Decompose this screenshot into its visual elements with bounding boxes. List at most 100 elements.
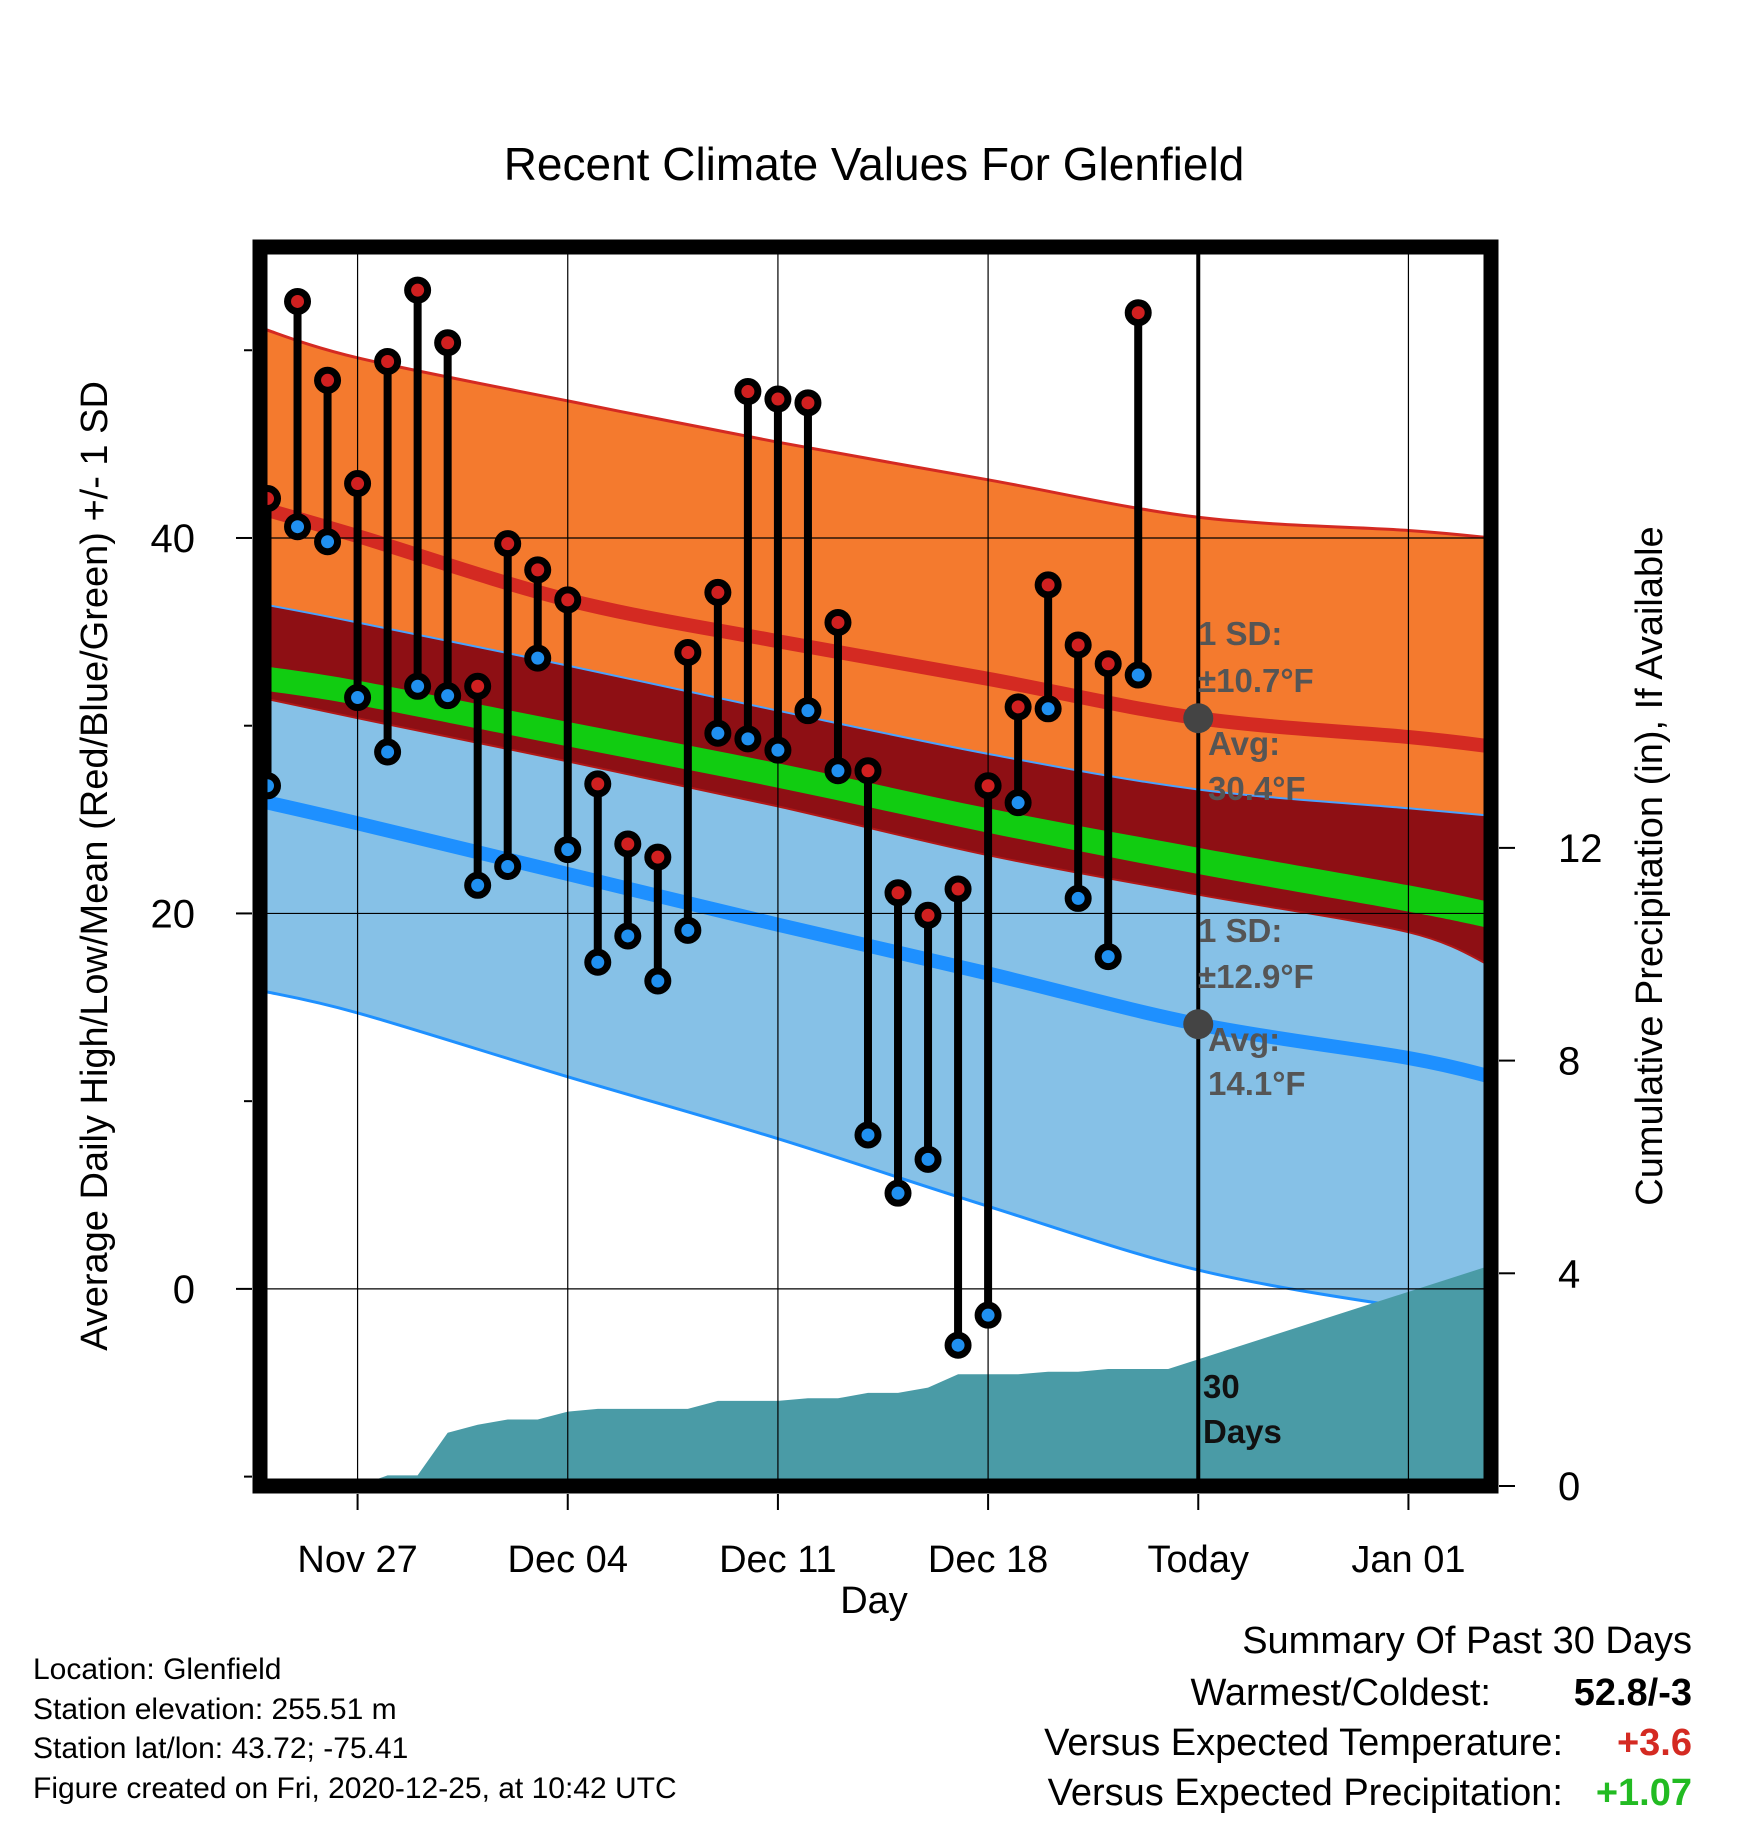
low-point <box>914 1145 942 1173</box>
low-point <box>1004 789 1032 817</box>
low-point <box>884 1179 912 1207</box>
low-point <box>764 736 792 764</box>
high-avg-value: 30.4°F <box>1208 770 1306 807</box>
low-point <box>374 738 402 766</box>
high-point <box>284 287 312 315</box>
high-point <box>1034 571 1062 599</box>
x-tick-label: Dec 18 <box>928 1539 1048 1581</box>
high-point <box>734 378 762 406</box>
daily-stems <box>254 276 1152 1359</box>
high-point <box>854 757 882 785</box>
precipitation-area <box>260 1265 1491 1486</box>
high-point <box>794 389 822 417</box>
high-point <box>1004 693 1032 721</box>
high-point <box>944 875 972 903</box>
high-point <box>704 578 732 606</box>
high-point <box>584 770 612 798</box>
high-point <box>644 843 672 871</box>
today-low-average-marker <box>1183 1009 1214 1040</box>
high-point <box>554 586 582 614</box>
x-axis-label: Day <box>840 1580 908 1622</box>
plot-annotations: 1 SD: ±10.7°F Avg: 30.4°F 1 SD: ±12.9°F Avg: 14… <box>1183 615 1314 1450</box>
low-point <box>584 948 612 976</box>
low-point <box>1124 661 1152 689</box>
low-upper-sd-line <box>259 696 1492 967</box>
x-axis: Nov 27 Dec 04 Dec 11 Dec 18 Today Jan 01 <box>297 1494 1465 1581</box>
days-count: 30 <box>1203 1368 1240 1405</box>
low-point <box>554 836 582 864</box>
high-point <box>884 879 912 907</box>
high-point <box>674 638 702 666</box>
high-point <box>764 385 792 413</box>
high-point <box>1124 299 1152 327</box>
low-point <box>464 871 492 899</box>
today-high-average-marker <box>1183 703 1214 734</box>
low-point <box>944 1331 972 1359</box>
low-point <box>824 757 852 785</box>
low-point <box>284 513 312 541</box>
low-point <box>404 672 432 700</box>
low-point <box>704 719 732 747</box>
high-point <box>914 901 942 929</box>
y2-tick-label: 0 <box>1558 1465 1580 1509</box>
y-tick-label: 20 <box>151 892 196 936</box>
x-tick-label: Nov 27 <box>297 1539 417 1581</box>
low-point <box>674 916 702 944</box>
chart-title: Recent Climate Values For Glenfield <box>504 138 1245 190</box>
high-point <box>614 830 642 858</box>
y-tick-label: 0 <box>173 1268 195 1312</box>
info-latlon: Station lat/lon: 43.72; -75.41 <box>33 1732 408 1765</box>
y2-axis-label: Cumulative Precipitation (in), If Availa… <box>1629 526 1671 1205</box>
y2-tick-label: 8 <box>1558 1040 1580 1084</box>
low-point <box>1034 695 1062 723</box>
y-axis-label: Average Daily High/Low/Mean (Red/Blue/Gr… <box>74 381 116 1351</box>
x-tick-label: Jan 01 <box>1351 1539 1465 1581</box>
low-avg-value: 14.1°F <box>1208 1065 1306 1102</box>
high-point <box>1094 650 1122 678</box>
high-point <box>974 772 1002 800</box>
high-point <box>314 366 342 394</box>
high-point <box>494 530 522 558</box>
low-point <box>344 684 372 712</box>
summary-temp-label: Versus Expected Temperature: <box>1044 1722 1563 1764</box>
low-average-line <box>258 793 1493 1084</box>
low-point <box>524 644 552 672</box>
summary-warmest-coldest-label: Warmest/Coldest: <box>1190 1672 1491 1714</box>
high-sd-label: 1 SD: <box>1198 615 1282 652</box>
y2-tick-label: 12 <box>1558 827 1603 871</box>
low-point <box>494 853 522 880</box>
y-axis-right: 0 4 8 12 <box>1499 827 1603 1509</box>
x-tick-label: Dec 11 <box>719 1539 837 1581</box>
low-point <box>314 528 342 556</box>
high-point <box>464 672 492 700</box>
high-point <box>1064 631 1092 659</box>
high-average-line <box>258 501 1492 754</box>
x-tick-label: Dec 04 <box>508 1539 628 1581</box>
summary-precip-label: Versus Expected Precipitation: <box>1048 1772 1563 1814</box>
high-point <box>824 608 852 636</box>
high-point <box>404 276 432 304</box>
x-tick-label: Today <box>1148 1539 1249 1581</box>
low-point <box>1064 884 1092 912</box>
y2-tick-label: 4 <box>1558 1252 1580 1296</box>
low-point <box>734 725 762 753</box>
low-point <box>1094 943 1122 971</box>
low-point <box>794 697 822 725</box>
high-point <box>374 348 402 376</box>
station-info: Location: Glenfield Station elevation: 2… <box>33 1653 677 1805</box>
summary-panel: Summary Of Past 30 Days Warmest/Coldest:… <box>1044 1620 1692 1814</box>
summary-temp-value: +3.6 <box>1617 1722 1692 1764</box>
info-elevation: Station elevation: 255.51 m <box>33 1693 397 1726</box>
low-point <box>854 1121 882 1149</box>
high-sd-value: ±10.7°F <box>1198 662 1314 699</box>
high-point <box>434 329 462 357</box>
info-created: Figure created on Fri, 2020-12-25, at 10… <box>33 1772 677 1805</box>
low-sd-value: ±12.9°F <box>1198 958 1314 995</box>
y-tick-label: 40 <box>151 517 196 561</box>
low-lower-sd-line <box>259 988 1492 1317</box>
summary-precip-value: +1.07 <box>1596 1772 1692 1814</box>
high-point <box>524 556 552 584</box>
summary-title: Summary Of Past 30 Days <box>1242 1620 1692 1662</box>
